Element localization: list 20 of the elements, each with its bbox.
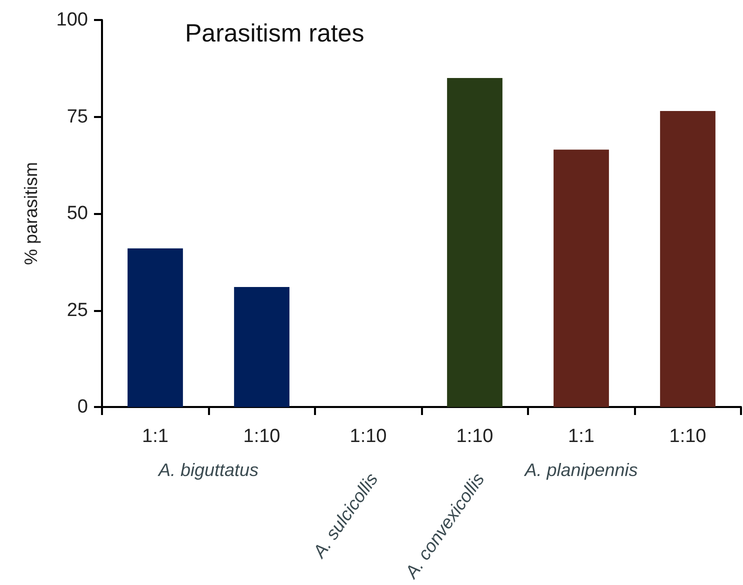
bar [447, 78, 502, 407]
text: A. planipennis [524, 460, 638, 480]
bar [234, 287, 290, 407]
bar [660, 110, 716, 407]
x-tick-label: 1:1 [568, 426, 594, 447]
x-tick-label: 1:10 [243, 426, 280, 447]
bar [554, 150, 609, 407]
x-tick-label: 1:10 [350, 426, 387, 447]
y-tick-label: 75 [66, 106, 88, 128]
y-tick-label: 50 [66, 203, 88, 224]
y-tick-label: 100 [56, 10, 88, 30]
bar [128, 248, 183, 407]
y-tick-label: 25 [66, 300, 88, 321]
y-axis-title: % parasitism [21, 162, 41, 266]
x-tick-label: 1:10 [456, 426, 494, 447]
x-tick-label: 1:10 [669, 426, 706, 447]
text: A. biguttatus [157, 460, 259, 480]
y-tick-label: 0 [77, 396, 88, 418]
x-tick-label: 1:1 [142, 426, 168, 447]
chart-title: Parasitism rates [185, 20, 364, 48]
